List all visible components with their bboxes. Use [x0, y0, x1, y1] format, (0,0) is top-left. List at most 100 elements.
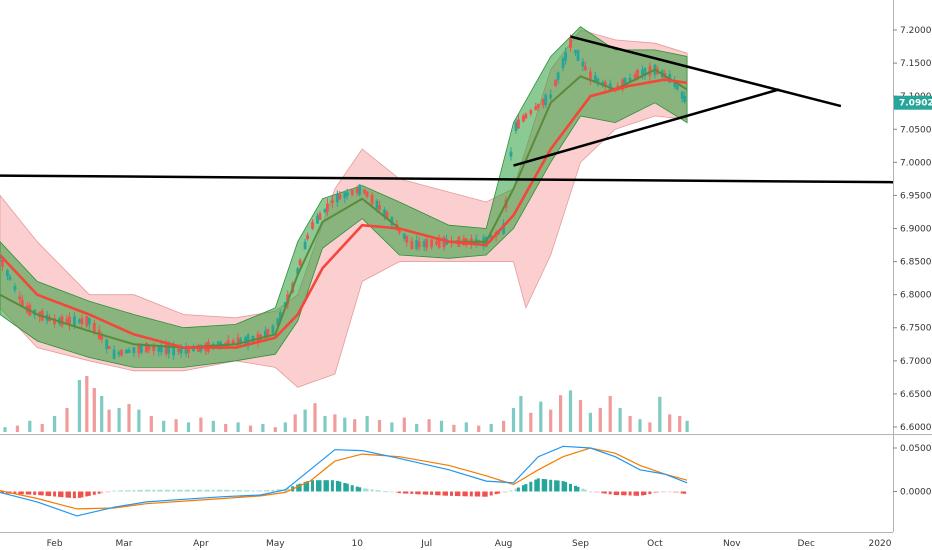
- macd-hist-bar: [48, 491, 52, 497]
- volume-bar: [149, 416, 153, 432]
- macd-hist-bar: [350, 485, 354, 492]
- macd-hist-bar: [58, 491, 61, 497]
- macd-hist-bar: [502, 491, 506, 493]
- candle-body: [78, 319, 81, 323]
- candle-body: [633, 74, 637, 79]
- macd-histogram: [0, 478, 687, 499]
- volume-bar: [618, 408, 622, 432]
- volume-bar: [439, 420, 444, 432]
- macd-hist-bar: [97, 491, 101, 494]
- macd-hist-bar: [87, 491, 91, 496]
- macd-hist-bar: [144, 489, 148, 492]
- candle-body: [92, 323, 96, 333]
- macd-hist-bar: [554, 480, 558, 492]
- macd-hist-bar: [107, 491, 111, 493]
- macd-hist-bar: [529, 481, 533, 492]
- macd-tick-label: 0.0500: [900, 444, 932, 454]
- candle-body: [147, 345, 151, 351]
- macd-hist-bar: [534, 479, 538, 492]
- macd-hist-bar: [569, 483, 572, 492]
- macd-hist-bar: [266, 490, 270, 492]
- volume-bar: [174, 419, 178, 432]
- candle-body: [0, 254, 2, 262]
- candle-body: [239, 338, 242, 344]
- macd-hist-bar: [13, 491, 17, 494]
- macd-hist-bar: [343, 483, 347, 492]
- price-tick-label: 7.0000: [900, 158, 932, 168]
- candle-body: [593, 75, 597, 83]
- macd-hist-bar: [177, 489, 181, 492]
- macd-hist-bar: [125, 490, 128, 492]
- macd-hist-bar: [663, 491, 667, 493]
- macd-hist-bar: [53, 491, 57, 497]
- macd-hist-bar: [259, 490, 262, 492]
- macd-hist-bar: [383, 491, 386, 492]
- macd-hist-bar: [77, 491, 81, 498]
- macd-hist-bar: [298, 483, 302, 492]
- candle-body: [167, 345, 171, 354]
- macd-hist-bar: [596, 491, 600, 493]
- macd-hist-bar: [167, 489, 171, 492]
- macd-hist-bar: [80, 491, 84, 498]
- volume-bar: [211, 420, 215, 432]
- macd-hist-bar: [184, 489, 188, 492]
- macd-hist-bar: [355, 486, 359, 492]
- macd-axis[interactable]: 0.0500 0.0000: [893, 444, 932, 498]
- macd-hist-bar: [375, 490, 379, 492]
- time-tick-label: Nov: [723, 539, 741, 549]
- macd-hist-bar: [100, 491, 104, 494]
- macd-hist-bar: [489, 491, 493, 496]
- time-axis[interactable]: Feb Mar Apr May 10 Jul Aug Sep Oct Nov Dec 2020: [47, 539, 892, 549]
- volume-bar: [549, 409, 553, 432]
- candle-body: [514, 122, 518, 131]
- candle-body: [574, 50, 577, 53]
- macd-hist-bar: [239, 490, 243, 492]
- candle-body: [226, 339, 230, 347]
- candle-body: [422, 241, 426, 247]
- volume-bar: [658, 396, 662, 432]
- volume-bar: [15, 425, 19, 432]
- volume-bar: [107, 409, 111, 432]
- candle-body: [60, 316, 64, 326]
- macd-hist-bar: [402, 491, 406, 494]
- macd-hist-bar: [636, 491, 639, 496]
- candle-body: [303, 241, 307, 250]
- candle-body: [53, 318, 56, 325]
- macd-hist-bar: [132, 490, 136, 492]
- candle-body: [435, 241, 438, 245]
- macd-hist-bar: [187, 489, 190, 492]
- macd-hist-bar: [196, 489, 200, 492]
- macd-hist-bar: [33, 491, 37, 495]
- macd-hist-bar: [147, 489, 151, 492]
- volume-bar: [65, 408, 69, 432]
- macd-hist-bar: [410, 491, 414, 494]
- macd-hist-bar: [524, 484, 528, 492]
- macd-hist-bar: [112, 490, 116, 492]
- volume-bar: [685, 420, 689, 432]
- price-tick-label: 6.7000: [900, 357, 932, 367]
- price-axis[interactable]: 7.20007.15007.10007.05007.00006.95006.90…: [893, 26, 932, 433]
- macd-hist-bar: [335, 480, 339, 492]
- price-tick-label: 6.9500: [900, 191, 932, 201]
- volume-bar: [529, 412, 533, 432]
- macd-hist-bar: [72, 491, 76, 499]
- macd-hist-bar: [296, 484, 300, 492]
- candle-body: [266, 329, 270, 337]
- macd-hist-bar: [462, 491, 466, 497]
- macd-hist-bar: [469, 491, 473, 497]
- candle-body: [603, 81, 607, 87]
- candle-body: [311, 222, 314, 229]
- candle-body: [589, 71, 592, 81]
- macd-hist-bar: [68, 491, 71, 498]
- volume-bar: [293, 414, 297, 432]
- candle-body: [73, 316, 76, 326]
- macd-hist-bar: [603, 491, 607, 494]
- candle-body: [120, 350, 123, 356]
- macd-hist-bar: [457, 491, 461, 497]
- macd-hist-bar: [159, 489, 163, 492]
- volume-bar: [390, 422, 394, 432]
- macd-hist-bar: [105, 491, 109, 493]
- candle-body: [398, 227, 401, 233]
- candle-body: [569, 38, 572, 48]
- candle-body: [417, 241, 421, 248]
